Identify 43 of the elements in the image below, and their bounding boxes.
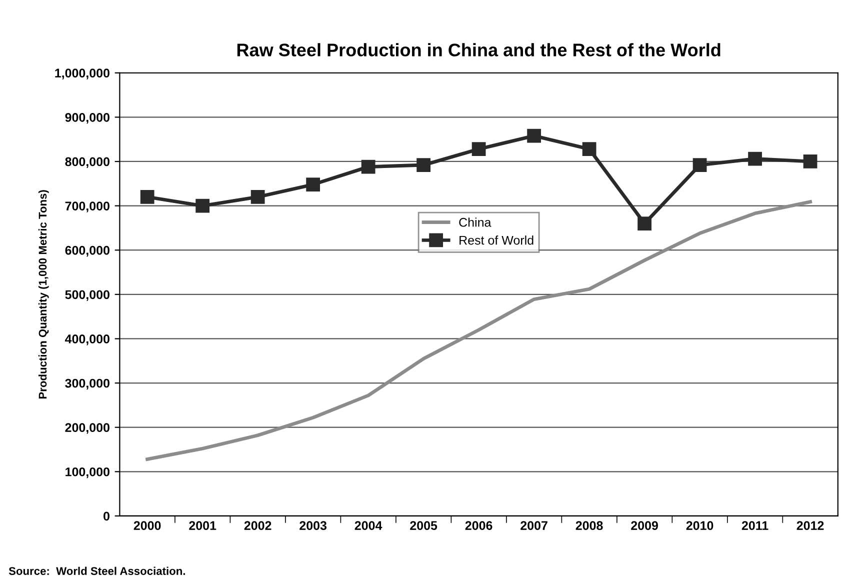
point (472, 142, 486, 156)
point (582, 142, 596, 156)
point (140, 190, 154, 204)
y-tick-label: 200,000 (65, 423, 110, 434)
y-tick-label: 400,000 (64, 334, 110, 346)
point (361, 160, 376, 174)
x-tick-label: 2008 (576, 521, 603, 530)
x-tick-label: 2011 (742, 521, 768, 530)
x-tick-label: 2012 (796, 521, 824, 530)
line-series (146, 200, 812, 461)
x-tick-label: 2010 (686, 521, 714, 530)
point (692, 158, 707, 172)
y-tick-label: 600,000 (65, 246, 110, 257)
x-tick-label: 2001 (189, 521, 216, 530)
point (748, 152, 762, 166)
point (527, 128, 541, 143)
point (196, 198, 210, 213)
point (638, 216, 652, 230)
x-tick-label: 2009 (631, 521, 658, 530)
x-tick-label: 2006 (465, 521, 492, 530)
x-tick-label: 2007 (520, 521, 548, 530)
y-axis-title: Production Quantity (1,000 Metric Tons) (38, 190, 49, 399)
legend-label: Rest of World (460, 236, 534, 245)
point (306, 178, 320, 192)
chart-title: Raw Steel Production in China and the Rest of the World (237, 43, 720, 56)
point (803, 154, 818, 168)
y-tick-label: 700,000 (65, 202, 110, 212)
y-tick-label: 300,000 (65, 378, 110, 390)
x-tick-label: 2004 (354, 521, 382, 530)
x-tick-label: 2000 (134, 521, 161, 530)
point (416, 158, 430, 172)
legend-label: China (459, 218, 492, 227)
x-tick-label: 2002 (244, 521, 272, 530)
y-tick-label: 500,000 (65, 290, 110, 301)
y-tick-label: 0 (104, 512, 110, 521)
x-tick-label: 2005 (410, 521, 438, 530)
point (250, 190, 265, 204)
y-tick-label: 900,000 (65, 112, 110, 124)
source-note: Source: World Steel Association. (8, 566, 185, 575)
y-tick-label: 1,000,000 (55, 68, 110, 80)
y-tick-label: 800,000 (65, 157, 110, 168)
x-tick-label: 2003 (300, 521, 327, 530)
y-tick-label: 100,000 (66, 467, 110, 478)
